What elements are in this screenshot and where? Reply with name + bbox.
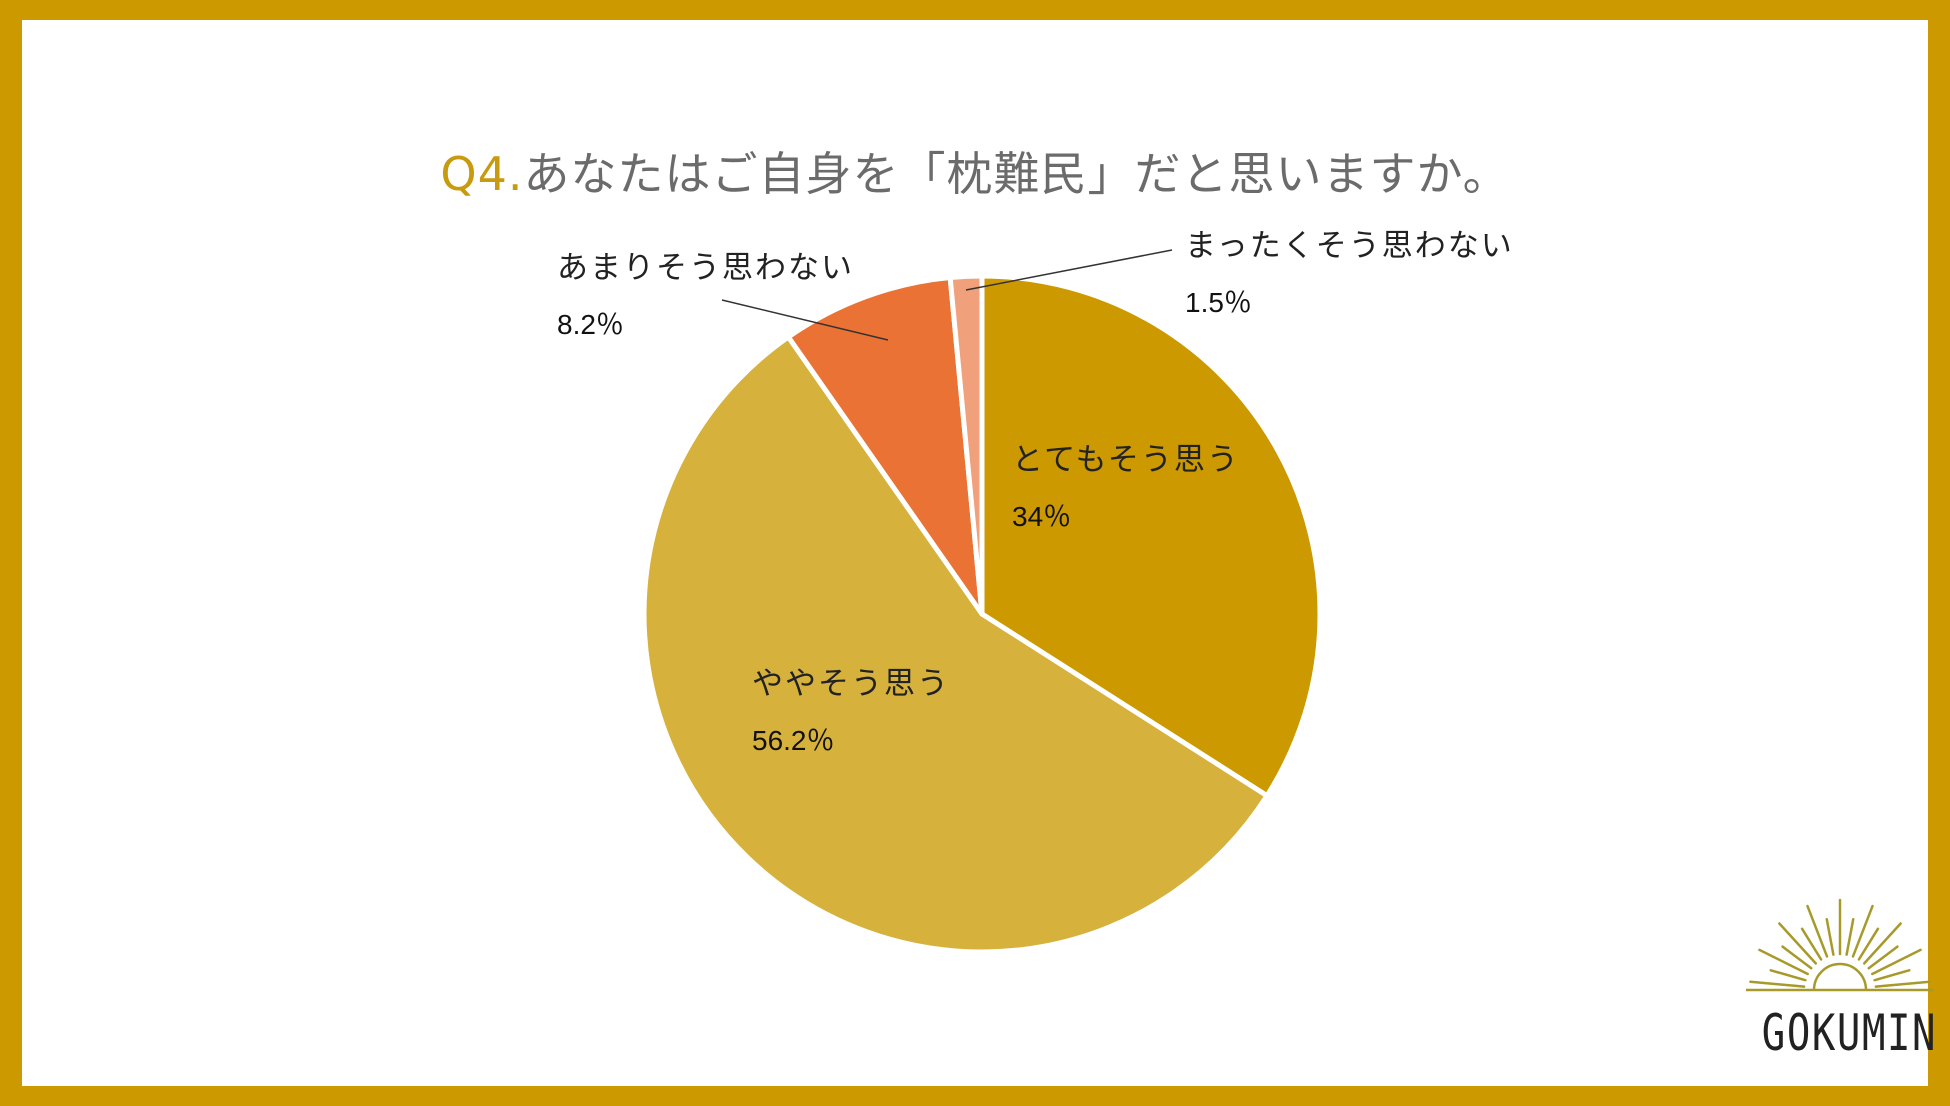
- leader-line: [965, 249, 1173, 291]
- slice-label: まったくそう思わない: [1185, 228, 1514, 264]
- question-text: あなたはご自身を「枕難民」だと思いますか。: [523, 147, 1510, 201]
- slice-value-label: 56.2％: [752, 725, 835, 756]
- chart-title: Q4.あなたはご自身を「枕難民」だと思いますか。: [0, 138, 1950, 204]
- slice-value-label: 34％: [1012, 501, 1071, 532]
- slice-not-much: [785, 275, 985, 617]
- gokumin-logo-text: GOKUMIN: [1761, 1004, 1938, 1062]
- leader-line: [721, 299, 889, 341]
- slice-value-label: 1.5％: [1185, 287, 1252, 318]
- slice-label: あまりそう思わない: [557, 250, 854, 286]
- slice-value-label: 8.2％: [557, 309, 624, 340]
- slice-label: ややそう思う: [752, 666, 950, 702]
- slice-somewhat: [641, 334, 1270, 955]
- slice-not-at-all: [947, 273, 985, 617]
- sunburst-logo-icon: [1746, 898, 1934, 992]
- question-number: Q4.: [440, 147, 524, 201]
- slice-label: とてもそう思う: [1012, 442, 1240, 478]
